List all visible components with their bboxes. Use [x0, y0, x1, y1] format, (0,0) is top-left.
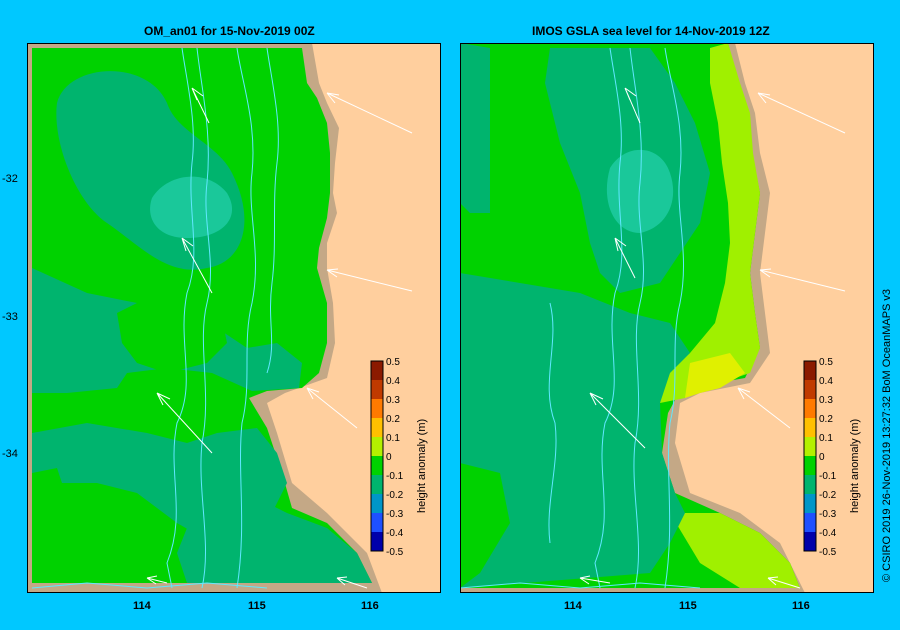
colorbar-tick: -0.2 [819, 490, 837, 501]
colorbar-tick: 0.2 [386, 414, 400, 425]
colorbar-tick: -0.1 [819, 471, 837, 482]
colorbar-tick: 0.5 [386, 357, 400, 368]
colorbar-tick: -0.1 [386, 471, 404, 482]
colorbar-tick: 0.3 [819, 395, 833, 406]
velocity-arrows [579, 87, 846, 589]
colorbar-tick: 0.3 [386, 395, 400, 406]
anomaly-zero-patch [460, 463, 510, 588]
anomaly-neg-zone [177, 498, 372, 583]
anomaly-zero-patch [32, 468, 72, 583]
anomaly-neg-zone [460, 43, 490, 213]
lat-label: -34 [2, 448, 18, 460]
colorbar-label: height anomaly (m) [849, 419, 861, 513]
anomaly-pos-zone [685, 353, 745, 398]
colorbar-tick: 0 [386, 452, 392, 463]
colorbar-tick: -0.5 [819, 547, 837, 558]
colorbar: 0.5 0.4 0.3 0.2 0.1 0 -0.1 -0.2 -0.3 -0.… [803, 357, 861, 558]
colorbar-tick: -0.3 [819, 509, 837, 520]
lon-label: 116 [361, 600, 379, 612]
anomaly-neg-zone [460, 273, 690, 588]
bathymetry-contours [31, 47, 279, 589]
lon-label: 115 [248, 600, 266, 612]
lon-label: 114 [564, 600, 582, 612]
lon-label: 115 [679, 600, 697, 612]
credit-text: © CSIRO 2019 26-Nov-2019 13:27:32 BoM Oc… [881, 288, 893, 582]
left-panel-title: OM_an01 for 15-Nov-2019 00Z [144, 24, 315, 38]
anomaly-zero-patch [97, 513, 177, 583]
right-map: 0.5 0.4 0.3 0.2 0.1 0 -0.1 -0.2 -0.3 -0.… [460, 43, 874, 593]
lat-label: -32 [2, 173, 18, 185]
lon-label: 116 [792, 600, 810, 612]
colorbar-label: height anomaly (m) [416, 419, 428, 513]
colorbar-tick: -0.5 [386, 547, 404, 558]
colorbar-tick: -0.4 [819, 528, 837, 539]
colorbar: 0.5 0.4 0.3 0.2 0.1 0 -0.1 -0.2 -0.3 -0.… [370, 357, 428, 558]
right-panel-title: IMOS GSLA sea level for 14-Nov-2019 12Z [532, 24, 770, 38]
colorbar-tick: -0.2 [386, 490, 404, 501]
colorbar-tick: -0.3 [386, 509, 404, 520]
colorbar-tick: -0.4 [386, 528, 404, 539]
anomaly-zero-patch [117, 293, 227, 373]
lon-label: 114 [133, 600, 151, 612]
lat-label: -33 [2, 311, 18, 323]
velocity-arrows [146, 87, 413, 589]
colorbar-tick: 0.1 [386, 433, 400, 444]
colorbar-tick: 0.2 [819, 414, 833, 425]
colorbar-tick: 0.1 [819, 433, 833, 444]
colorbar-tick: 0.4 [819, 376, 833, 387]
colorbar-tick: 0.5 [819, 357, 833, 368]
left-map: 0.5 0.4 0.3 0.2 0.1 0 -0.1 -0.2 -0.3 -0.… [27, 43, 441, 593]
anomaly-pos-zone [660, 43, 760, 403]
anomaly-pos-zone [670, 513, 800, 588]
bathymetry-contours [460, 47, 701, 589]
anomaly-low-center [150, 176, 233, 238]
colorbar-tick: 0 [819, 452, 825, 463]
colorbar-tick: 0.4 [386, 376, 400, 387]
anomaly-low-center [606, 149, 674, 233]
